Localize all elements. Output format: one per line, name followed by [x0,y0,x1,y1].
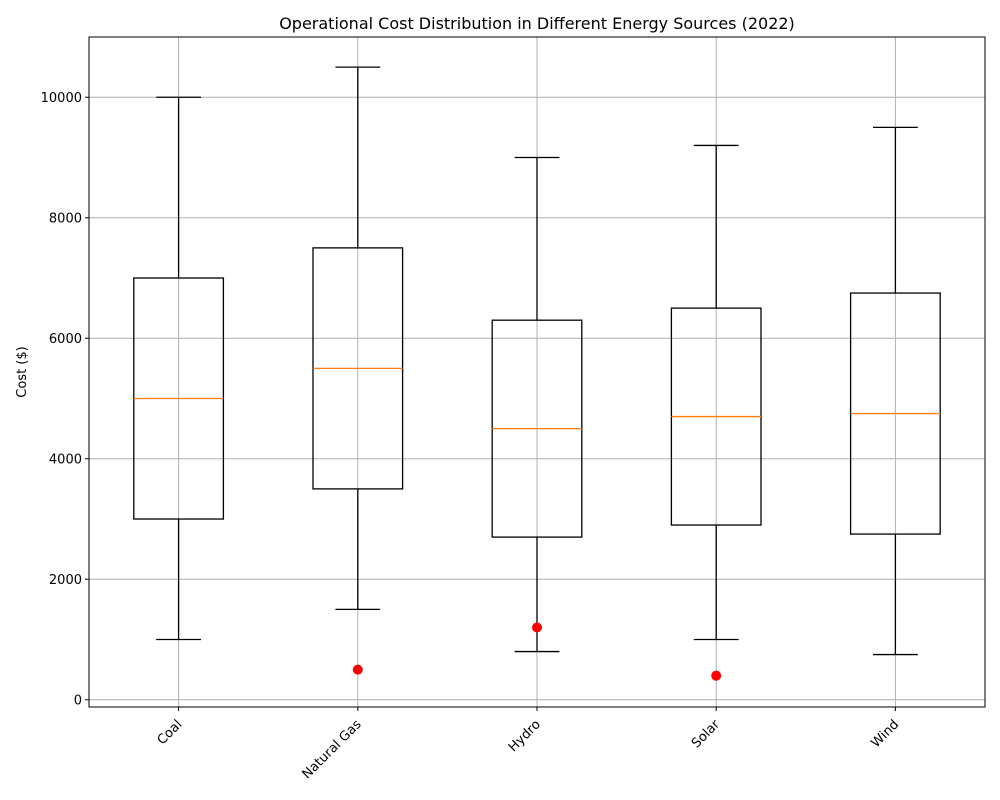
y-axis-label: Cost ($) [15,346,30,397]
box-wind [849,126,941,656]
y-tick-label: 4000 [49,452,82,467]
x-tick-label: Coal [155,717,186,748]
x-tick-label: Hydro [506,717,544,755]
box-natural-gas [312,66,404,675]
outlier-point [352,664,363,675]
x-tick-label: Wind [869,717,903,751]
x-tick-label: Natural Gas [300,717,365,782]
y-tick-label: 0 [74,693,82,708]
box-layer [133,66,941,681]
box-coal [133,96,225,641]
outlier-point [532,622,542,633]
outlier-point [711,670,722,681]
y-tick-label: 6000 [49,332,82,347]
box-solar [670,144,762,681]
chart-title: Operational Cost Distribution in Differe… [279,14,795,33]
x-tick-label: Solar [689,717,723,751]
y-tick-label: 10000 [41,91,82,106]
y-tick-label: 2000 [49,573,82,588]
tick-layer: 0 2000 4000 6000 8000 10000 Coal Natural Gas Hyd… [41,91,903,782]
y-tick-label: 8000 [49,211,82,226]
box-hydro [491,156,583,653]
